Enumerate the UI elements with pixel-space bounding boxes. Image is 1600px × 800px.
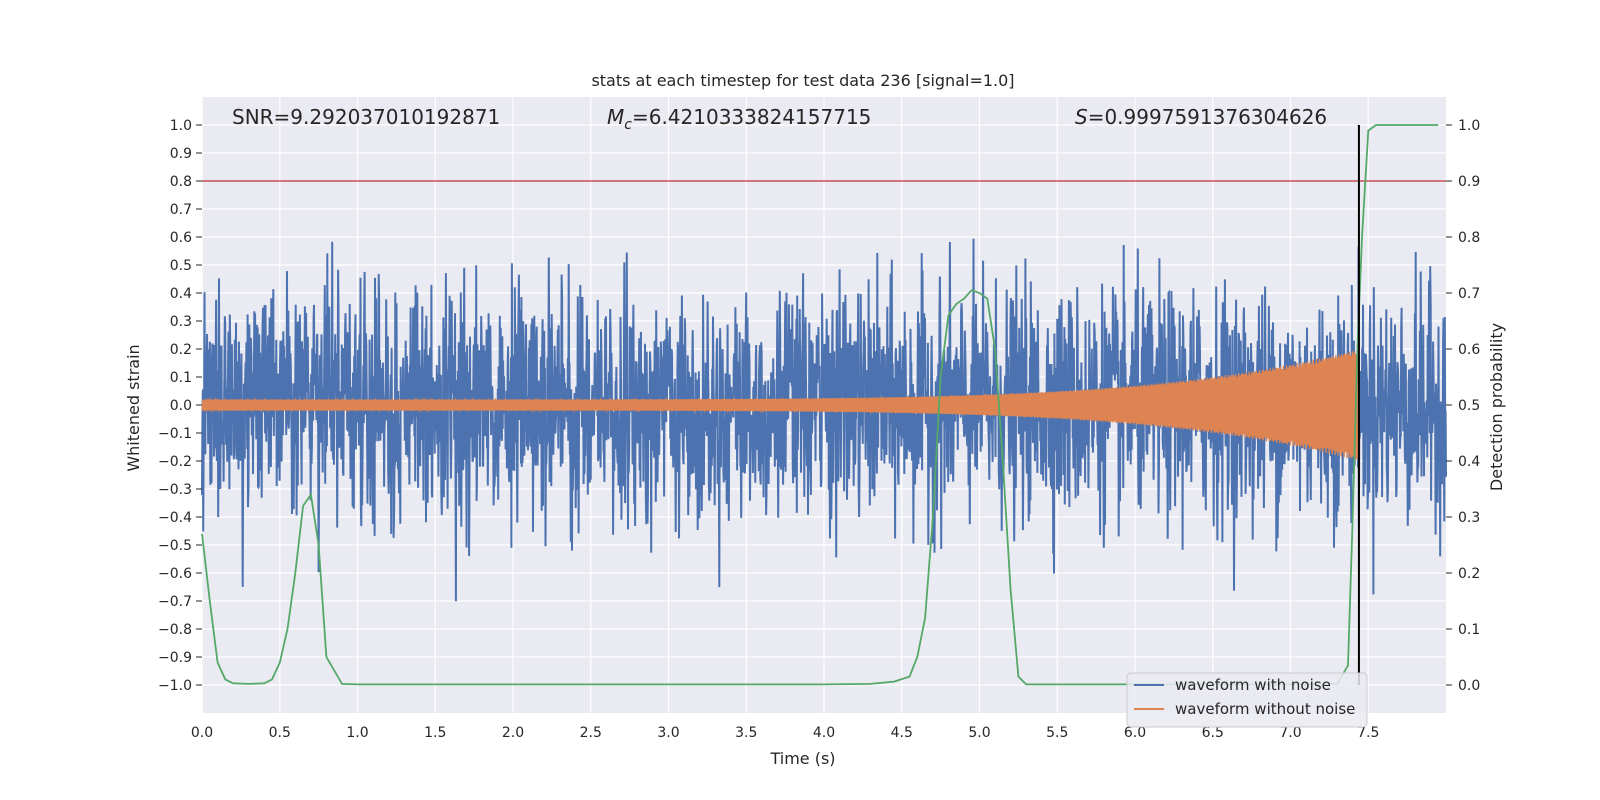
x-tick-label: 2.0 [502, 725, 524, 741]
y-right-tick-label: 0.0 [1458, 678, 1480, 694]
x-tick-label: 7.5 [1357, 725, 1379, 741]
x-tick-label: 6.0 [1124, 725, 1146, 741]
x-tick-label: 0.0 [191, 725, 213, 741]
y-right-tick-label: 0.7 [1458, 286, 1480, 302]
y-tick-label: −0.8 [158, 622, 192, 638]
y-right-tick-label: 0.8 [1458, 230, 1480, 246]
y-axis-label: Whitened strain [124, 344, 143, 471]
y-tick-label: 0.2 [170, 342, 192, 358]
y-tick-label: −1.0 [158, 678, 192, 694]
x-axis-label: Time (s) [769, 749, 835, 768]
y-tick-label: 0.1 [170, 370, 192, 386]
legend-label-waveform-with-noise: waveform with noise [1175, 676, 1331, 694]
significance-value: =0.9997591376304626 [1088, 105, 1327, 129]
y-tick-label: −0.9 [158, 650, 192, 666]
chart-title: stats at each timestep for test data 236… [591, 71, 1014, 90]
y-right-tick-label: 0.9 [1458, 174, 1480, 190]
x-tick-label: 4.5 [891, 725, 913, 741]
chirp-mass-annotation: Mc=6.4210333824157715 [607, 105, 871, 133]
y-tick-label: 0.7 [170, 202, 192, 218]
x-tick-label: 1.0 [346, 725, 368, 741]
y-tick-label: 0.3 [170, 314, 192, 330]
y-tick-label: −0.2 [158, 454, 192, 470]
chirp-mass-subscript: c [624, 117, 632, 133]
y-tick-label: 0.0 [170, 398, 192, 414]
x-tick-label: 0.5 [269, 725, 291, 741]
legend: waveform with noise waveform without noi… [1126, 672, 1368, 728]
snr-annotation: SNR=9.292037010192871 [232, 105, 500, 129]
legend-box [1126, 672, 1368, 728]
chirp-mass-value: =6.4210333824157715 [632, 105, 871, 129]
x-tick-label: 3.5 [735, 725, 757, 741]
x-tick-label: 1.5 [424, 725, 446, 741]
significance-symbol: S [1075, 105, 1088, 129]
series-waveform-without-noise [201, 349, 1360, 460]
significance-annotation: S=0.9997591376304626 [1075, 105, 1327, 129]
y-right-tick-label: 0.6 [1458, 342, 1480, 358]
y-axis-right-label: Detection probability [1487, 323, 1506, 491]
y-tick-label: −0.5 [158, 538, 192, 554]
x-tick-label: 6.5 [1202, 725, 1224, 741]
y-tick-label: 0.9 [170, 146, 192, 162]
chirp-mass-symbol: M [607, 105, 624, 129]
x-axis-ticks: 0.0 0.5 1.0 1.5 2.0 2.5 3.0 3.5 4.0 4.5 5.0 5.5 6.0 6… [191, 725, 1380, 741]
y-tick-label: 0.4 [170, 286, 192, 302]
y-right-tick-label: 0.2 [1458, 566, 1480, 582]
y-right-tick-label: 1.0 [1458, 118, 1480, 134]
y-tick-label: −0.7 [158, 594, 192, 610]
y-right-tick-label: 0.1 [1458, 622, 1480, 638]
y-right-tick-label: 0.3 [1458, 510, 1480, 526]
x-tick-label: 5.0 [968, 725, 990, 741]
y-axis-ticks: 1.0 0.9 0.8 0.7 0.6 0.5 0.4 0.3 0.2 0.1 0.0 −0.1 −0.… [158, 118, 202, 694]
x-tick-label: 5.5 [1046, 725, 1068, 741]
y-tick-label: 0.5 [170, 258, 192, 274]
y-tick-label: −0.4 [158, 510, 192, 526]
y-tick-label: −0.3 [158, 482, 192, 498]
legend-label-waveform-without-noise: waveform without noise [1175, 700, 1355, 718]
y-axis-right-ticks: 1.0 0.9 0.8 0.7 0.6 0.5 0.4 0.3 0.2 0.1 0.0 [1446, 118, 1480, 694]
x-tick-label: 7.0 [1279, 725, 1301, 741]
y-right-tick-label: 0.4 [1458, 454, 1480, 470]
x-tick-label: 4.0 [813, 725, 835, 741]
y-tick-label: 0.8 [170, 174, 192, 190]
chirp-waveform-path [201, 349, 1360, 460]
y-tick-label: −0.1 [158, 426, 192, 442]
y-tick-label: 0.6 [170, 230, 192, 246]
x-tick-label: 3.0 [657, 725, 679, 741]
x-tick-label: 2.5 [580, 725, 602, 741]
y-tick-label: −0.6 [158, 566, 192, 582]
y-right-tick-label: 0.5 [1458, 398, 1480, 414]
y-tick-label: 1.0 [170, 118, 192, 134]
